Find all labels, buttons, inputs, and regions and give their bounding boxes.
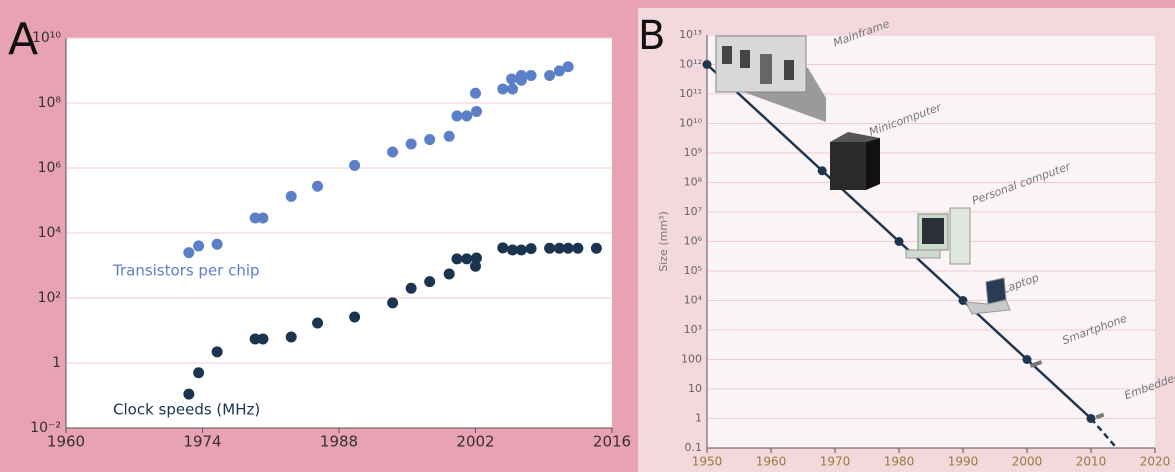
scatter-point: [286, 332, 297, 343]
scatter-point: [193, 367, 204, 378]
x-tick-label: 1960: [756, 455, 787, 469]
y-tick-label: 10⁸: [38, 95, 62, 111]
series-label: Transistors per chip: [112, 262, 260, 280]
y-tick-label: 10⁵: [684, 264, 702, 277]
y-tick-label: 0.1: [685, 441, 703, 454]
scatter-point: [506, 73, 517, 84]
y-tick-label: 10¹³: [679, 28, 702, 41]
scatter-point: [497, 242, 508, 253]
x-tick-label: 2016: [593, 433, 631, 451]
scatter-point: [461, 253, 472, 264]
y-tick-label: 10⁹: [684, 146, 702, 159]
scatter-point: [406, 283, 417, 294]
scatter-point: [387, 297, 398, 308]
scatter-point: [193, 240, 204, 251]
scatter-point: [349, 160, 360, 171]
scatter-point: [387, 147, 398, 158]
x-tick-label: 1974: [183, 433, 221, 451]
scatter-point: [312, 181, 323, 192]
y-tick-label: 10⁴: [684, 294, 703, 307]
y-tick-label: 10³: [684, 323, 702, 336]
x-tick-label: 1970: [820, 455, 851, 469]
y-tick-label: 10: [688, 382, 702, 395]
scatter-point: [424, 276, 435, 287]
y-tick-label: 100: [681, 353, 702, 366]
y-tick-label: 10⁶: [38, 160, 62, 176]
scatter-point: [183, 247, 194, 258]
scatter-point: [444, 131, 455, 142]
scatter-point: [470, 261, 481, 272]
x-tick-label: 1990: [948, 455, 979, 469]
y-tick-label: 10¹⁰: [679, 117, 702, 130]
y-tick-label: 10¹¹: [679, 87, 702, 100]
y-tick-label: 10¹⁰: [32, 30, 61, 46]
series-label: Clock speeds (MHz): [113, 401, 260, 419]
scatter-point: [544, 243, 555, 254]
scatter-point: [286, 191, 297, 202]
y-tick-label: 10⁷: [684, 205, 702, 218]
scatter-point: [444, 268, 455, 279]
panel-label: B: [638, 13, 665, 59]
scatter-point: [544, 70, 555, 81]
y-axis-label: Size (mm³): [657, 211, 670, 272]
scatter-point: [451, 253, 462, 264]
scatter-point: [563, 243, 574, 254]
data-point: [703, 60, 712, 69]
scatter-point: [470, 88, 481, 99]
scatter-point: [563, 61, 574, 72]
y-tick-label: 10²: [38, 290, 61, 306]
x-tick-label: 1980: [884, 455, 915, 469]
x-tick-label: 1988: [320, 433, 358, 451]
scatter-point: [257, 212, 268, 223]
scatter-point: [257, 333, 268, 344]
scatter-point: [349, 312, 360, 323]
x-tick-label: 2020: [1140, 455, 1171, 469]
scatter-point: [183, 389, 194, 400]
scatter-point: [461, 110, 472, 121]
y-tick-label: 10⁶: [684, 235, 703, 248]
scatter-point: [516, 244, 527, 255]
data-point: [959, 296, 968, 305]
x-tick-label: 2000: [1012, 455, 1043, 469]
y-tick-label: 10⁴: [38, 225, 62, 241]
y-tick-label: 10¹²: [679, 58, 702, 71]
scatter-point: [424, 134, 435, 145]
scatter-point: [212, 346, 223, 357]
x-tick-label: 2002: [456, 433, 494, 451]
y-tick-label: 1: [52, 355, 61, 371]
scatter-point: [312, 318, 323, 329]
data-point: [818, 166, 827, 175]
scatter-point: [526, 243, 537, 254]
scatter-point: [507, 83, 518, 94]
figure: A10⁻²110²10⁴10⁶10⁸10¹⁰196019741988200220…: [0, 0, 1175, 472]
data-point: [1023, 355, 1032, 364]
x-tick-label: 1960: [47, 433, 85, 451]
scatter-point: [212, 239, 223, 250]
scatter-point: [406, 138, 417, 149]
y-tick-label: 1: [695, 412, 702, 425]
scatter-point: [497, 83, 508, 94]
data-point: [895, 237, 904, 246]
scatter-point: [572, 243, 583, 254]
x-tick-label: 1950: [692, 455, 723, 469]
minicomputer-icon: [830, 132, 880, 190]
scatter-point: [526, 70, 537, 81]
scatter-point: [516, 75, 527, 86]
scatter-point: [591, 243, 602, 254]
scatter-point: [471, 106, 482, 117]
x-tick-label: 2010: [1076, 455, 1107, 469]
scatter-point: [451, 110, 462, 121]
y-tick-label: 10⁸: [684, 176, 703, 189]
